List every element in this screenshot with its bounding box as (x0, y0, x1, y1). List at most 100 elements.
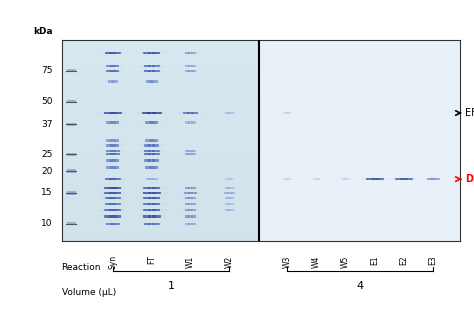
Bar (280, 112, 282, 114)
Bar (104, 144, 107, 147)
Bar (113, 215, 117, 218)
Bar (105, 52, 121, 54)
Bar (139, 215, 143, 218)
Bar (193, 52, 196, 54)
Bar (100, 222, 102, 225)
Text: Volume (μL): Volume (μL) (62, 288, 116, 297)
Bar (104, 112, 122, 114)
Bar (185, 153, 196, 155)
Bar (180, 187, 182, 189)
Bar (148, 65, 152, 67)
Bar (196, 65, 198, 67)
Bar (181, 222, 183, 225)
Bar (122, 121, 125, 124)
Bar (133, 112, 137, 114)
Bar (223, 197, 225, 199)
Bar (388, 178, 392, 180)
Bar (100, 121, 103, 124)
Bar (199, 209, 201, 211)
Bar (105, 197, 121, 199)
Bar (229, 203, 231, 205)
Bar (103, 153, 106, 155)
Text: 50: 50 (41, 97, 52, 106)
Bar (116, 70, 119, 72)
Bar (113, 80, 115, 83)
Bar (186, 222, 188, 225)
Bar (349, 178, 351, 180)
Bar (404, 178, 408, 180)
Bar (194, 112, 198, 114)
Bar (164, 197, 168, 199)
Bar (440, 178, 442, 180)
Bar (182, 209, 185, 211)
Bar (62, 221, 259, 231)
Bar (225, 203, 234, 205)
Text: Reaction: Reaction (62, 263, 101, 272)
Bar (125, 187, 129, 189)
Bar (198, 112, 201, 114)
Bar (100, 70, 103, 72)
Bar (229, 197, 231, 199)
Bar (106, 153, 120, 155)
Bar (159, 159, 162, 162)
Bar (105, 209, 109, 211)
Bar (108, 80, 118, 83)
Bar (160, 197, 164, 199)
Bar (199, 203, 201, 205)
Bar (100, 159, 103, 162)
Bar (392, 178, 396, 180)
Bar (148, 203, 152, 205)
Bar (106, 70, 119, 72)
Bar (234, 187, 236, 189)
Text: 15: 15 (41, 189, 52, 197)
Bar (161, 139, 164, 141)
Bar (164, 52, 168, 54)
Bar (231, 178, 233, 180)
Bar (113, 203, 117, 205)
Bar (185, 215, 188, 218)
Bar (145, 144, 159, 147)
Bar (152, 121, 155, 124)
Bar (146, 178, 158, 180)
Bar (193, 197, 196, 199)
Bar (219, 192, 222, 194)
Bar (67, 191, 76, 195)
Bar (184, 192, 187, 194)
Bar (110, 121, 113, 124)
Bar (118, 112, 121, 114)
Bar (156, 209, 160, 211)
Bar (121, 215, 125, 218)
Bar (104, 121, 107, 124)
Bar (117, 153, 119, 155)
Bar (155, 150, 159, 152)
Bar (232, 203, 234, 205)
Bar (143, 192, 161, 194)
Bar (104, 192, 121, 194)
Bar (371, 178, 374, 180)
Bar (148, 144, 152, 147)
Bar (107, 159, 109, 162)
Bar (139, 192, 143, 194)
Bar (196, 150, 198, 152)
Bar (145, 144, 148, 147)
Bar (193, 121, 195, 124)
Bar (122, 65, 125, 67)
Bar (109, 52, 113, 54)
Bar (62, 90, 259, 100)
Bar (409, 178, 412, 180)
Bar (161, 166, 164, 169)
Bar (106, 203, 109, 205)
Bar (161, 215, 164, 218)
Bar (109, 112, 113, 114)
Bar (185, 209, 188, 211)
Bar (221, 197, 223, 199)
Bar (106, 52, 109, 54)
Bar (191, 187, 193, 189)
Bar (156, 203, 160, 205)
Bar (185, 197, 188, 199)
Bar (98, 203, 101, 205)
Bar (116, 80, 118, 83)
Bar (188, 52, 191, 54)
Bar (236, 112, 238, 114)
Bar (116, 159, 119, 162)
